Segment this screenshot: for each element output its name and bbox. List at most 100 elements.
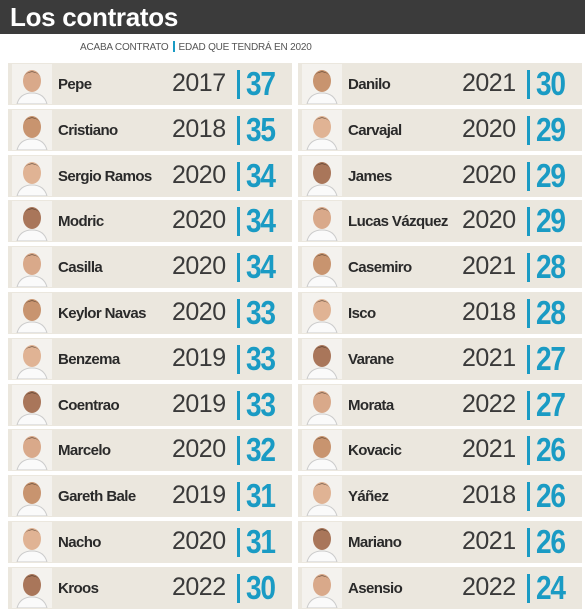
contract-end-year: 2018 [172, 114, 226, 143]
contract-end-year: 2021 [462, 343, 516, 372]
age-2020: 33 [246, 385, 276, 423]
separator [237, 115, 240, 145]
player-row: Nacho 2020 31 [8, 521, 292, 563]
player-name: Casemiro [348, 259, 412, 277]
player-row: Casilla 2020 34 [8, 246, 292, 289]
photo-icon [302, 155, 342, 197]
contract-end-year: 2021 [462, 252, 516, 281]
photo-icon [12, 430, 52, 471]
player-photo [12, 293, 52, 334]
photo-icon [12, 567, 52, 609]
separator [527, 161, 530, 191]
player-row: Coentrao 2019 33 [8, 383, 292, 426]
player-row: Modric 2020 34 [8, 200, 292, 243]
photo-icon [302, 338, 342, 380]
contract-end-year: 2017 [172, 69, 226, 97]
separator [237, 70, 240, 99]
photo-icon [302, 247, 342, 288]
player-name: Marcelo [58, 442, 111, 460]
age-2020: 27 [536, 339, 566, 377]
photo-icon [12, 293, 52, 334]
separator [527, 573, 530, 603]
contract-end-year: 2021 [462, 69, 516, 97]
photo-icon [12, 201, 52, 242]
separator [237, 253, 240, 283]
age-2020: 30 [246, 568, 276, 606]
player-photo [12, 64, 52, 105]
player-photo [12, 109, 52, 151]
contract-end-year: 2020 [172, 206, 226, 235]
separator [527, 482, 530, 512]
age-2020: 34 [246, 156, 276, 194]
player-row: Kroos 2022 30 [8, 566, 292, 609]
contract-end-year: 2021 [462, 527, 516, 555]
legend-separator [172, 41, 175, 52]
photo-icon [302, 109, 342, 151]
player-photo [302, 522, 342, 563]
player-row: Kovacic 2021 26 [298, 429, 582, 472]
age-2020: 27 [536, 385, 566, 423]
player-row: Marcelo 2020 32 [8, 429, 292, 472]
photo-icon [12, 109, 52, 151]
separator [237, 207, 240, 237]
separator [237, 161, 240, 191]
contract-end-year: 2020 [172, 527, 226, 555]
contract-end-year: 2020 [172, 298, 226, 326]
separator [237, 573, 240, 603]
player-row: Cristiano 2018 35 [8, 108, 292, 151]
player-row: Morata 2022 27 [298, 383, 582, 426]
player-name: Asensio [348, 579, 403, 597]
separator [237, 344, 240, 374]
age-2020: 31 [246, 477, 276, 515]
player-photo [12, 338, 52, 380]
contract-end-year: 2019 [172, 481, 226, 510]
age-2020: 35 [246, 110, 276, 148]
contract-end-year: 2020 [462, 114, 516, 143]
player-row: Sergio Ramos 2020 34 [8, 154, 292, 197]
contract-end-year: 2021 [462, 435, 516, 464]
player-row: Gareth Bale 2019 31 [8, 475, 292, 518]
player-photo [12, 476, 52, 517]
contract-end-year: 2018 [462, 298, 516, 326]
player-name: Pepe [58, 76, 92, 93]
player-row: Yáñez 2018 26 [298, 475, 582, 518]
separator [237, 390, 240, 420]
age-2020: 28 [536, 294, 566, 331]
separator [527, 528, 530, 557]
player-name: Isco [348, 305, 376, 322]
player-name: Casilla [58, 259, 103, 277]
player-photo [302, 64, 342, 105]
photo-icon [12, 247, 52, 288]
contract-end-year: 2019 [172, 389, 226, 418]
separator [527, 390, 530, 420]
player-row: Keylor Navas 2020 33 [8, 292, 292, 334]
age-2020: 33 [246, 294, 276, 331]
player-name: Nacho [58, 534, 101, 551]
photo-icon [12, 476, 52, 517]
photo-icon [302, 384, 342, 426]
separator [527, 344, 530, 374]
age-2020: 24 [536, 568, 566, 606]
age-2020: 26 [536, 431, 566, 469]
player-photo [302, 384, 342, 426]
player-photo [12, 522, 52, 563]
player-photo [302, 293, 342, 334]
player-photo [302, 338, 342, 380]
header-bar: Los contratos [0, 0, 585, 34]
legend-contract: ACABA CONTRATO [80, 42, 169, 53]
contract-end-year: 2018 [462, 481, 516, 510]
player-row: Benzema 2019 33 [8, 337, 292, 380]
player-name: Carvajal [348, 121, 402, 139]
separator [237, 482, 240, 512]
contract-end-year: 2022 [172, 572, 226, 601]
player-name: James [348, 167, 392, 185]
player-photo [302, 155, 342, 197]
player-photo [12, 201, 52, 242]
player-row: Varane 2021 27 [298, 337, 582, 380]
photo-icon [302, 522, 342, 563]
contract-end-year: 2020 [462, 160, 516, 189]
legend-age: EDAD QUE TENDRÁ EN 2020 [178, 42, 312, 53]
age-2020: 34 [246, 202, 276, 240]
player-photo [12, 567, 52, 609]
player-name: Danilo [348, 76, 391, 93]
